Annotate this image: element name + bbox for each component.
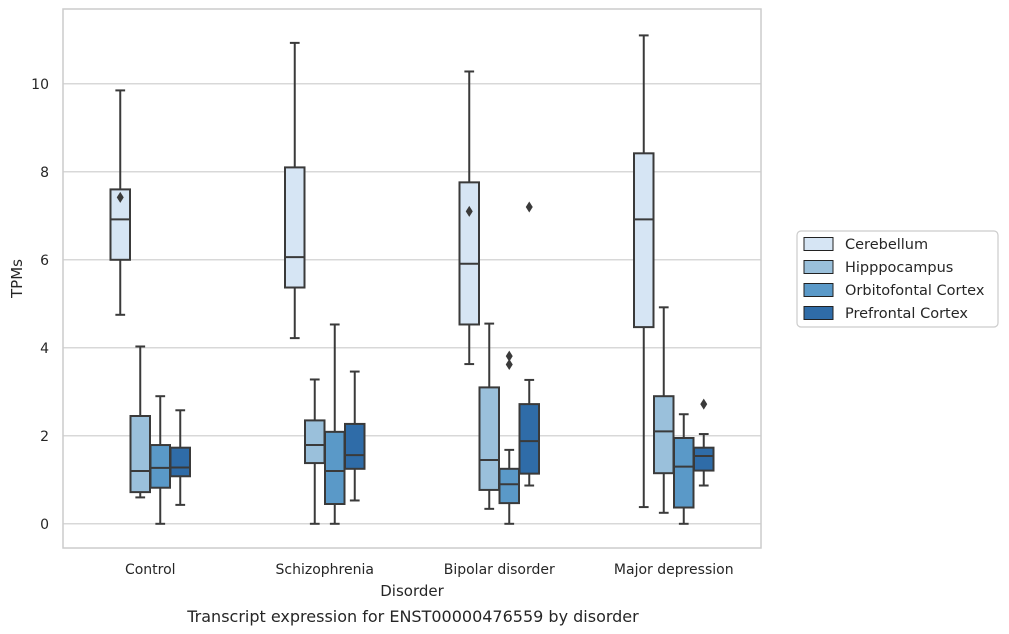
outlier-point [465, 205, 473, 217]
box-iqr [109, 188, 131, 261]
x-axis-title: Disorder [380, 582, 444, 600]
y-tick-label: 10 [31, 77, 49, 93]
box-iqr [518, 403, 540, 475]
legend-swatch [803, 283, 834, 297]
box-orbitofontal-cortex-major-depression [673, 413, 695, 525]
box-iqr [478, 386, 500, 491]
x-tick-labels: Control Schizophrenia Bipolar disorder Majo… [125, 562, 734, 578]
box-iqr [324, 430, 346, 505]
box-cerebellum-schizophrenia [284, 41, 306, 340]
outlier-point [525, 201, 533, 213]
box-orbitofontal-cortex-schizophrenia [324, 323, 346, 525]
box-hipppocampus-major-depression [653, 306, 675, 514]
box-iqr [169, 446, 191, 478]
y-axis-title: TPMs [8, 259, 26, 299]
box-iqr [284, 166, 306, 289]
legend-label: Hipppocampus [845, 260, 953, 276]
x-tick-label: Schizophrenia [276, 562, 374, 578]
chart-caption: Transcript expression for ENST0000047655… [186, 607, 639, 626]
legend-swatch [803, 237, 834, 251]
box-hipppocampus-bipolar-disorder [478, 322, 500, 510]
plot-frame [62, 8, 762, 549]
y-tick-label: 0 [40, 517, 49, 533]
box-iqr [458, 181, 480, 326]
outlier-point [700, 398, 708, 410]
x-tick-label: Control [125, 562, 176, 578]
x-tick-label: Major depression [614, 562, 734, 578]
box-iqr [653, 395, 675, 475]
legend-label: Cerebellum [845, 237, 928, 253]
legend-frame [796, 230, 999, 328]
box-orbitofontal-cortex-bipolar-disorder [498, 350, 520, 525]
box-prefrontal-cortex-bipolar-disorder [518, 201, 540, 487]
y-tick-label: 6 [40, 253, 49, 269]
outlier-point [116, 191, 124, 203]
box-iqr [149, 444, 171, 489]
outlier-point [505, 350, 513, 362]
box-groups [109, 34, 715, 525]
box-iqr [344, 422, 366, 470]
box-iqr [693, 446, 715, 472]
legend-label: Orbitofontal Cortex [845, 283, 985, 299]
box-cerebellum-control [109, 89, 131, 316]
x-tick-label: Bipolar disorder [444, 562, 555, 578]
box-iqr [498, 467, 520, 505]
y-tick-label: 8 [40, 165, 49, 181]
box-hipppocampus-control [129, 345, 151, 499]
box-cerebellum-bipolar-disorder [458, 70, 480, 366]
outlier-point [505, 359, 513, 371]
y-tick-label: 4 [40, 341, 49, 357]
y-tick-label: 2 [40, 429, 49, 445]
box-prefrontal-cortex-control [169, 409, 191, 506]
box-prefrontal-cortex-schizophrenia [344, 370, 366, 502]
box-hipppocampus-schizophrenia [304, 378, 326, 525]
legend-swatch [803, 306, 834, 320]
box-orbitofontal-cortex-control [149, 395, 171, 525]
box-iqr [633, 152, 655, 329]
legend: Cerebellum Hipppocampus Orbitofontal Corte… [796, 230, 999, 328]
y-tick-labels: 0 2 4 6 8 10 [31, 77, 49, 533]
box-iqr [129, 415, 151, 494]
legend-swatch [803, 260, 834, 274]
box-cerebellum-major-depression [633, 34, 655, 509]
box-iqr [304, 419, 326, 465]
box-iqr [673, 437, 695, 509]
legend-label: Prefrontal Cortex [845, 306, 968, 322]
box-prefrontal-cortex-major-depression [693, 398, 715, 487]
